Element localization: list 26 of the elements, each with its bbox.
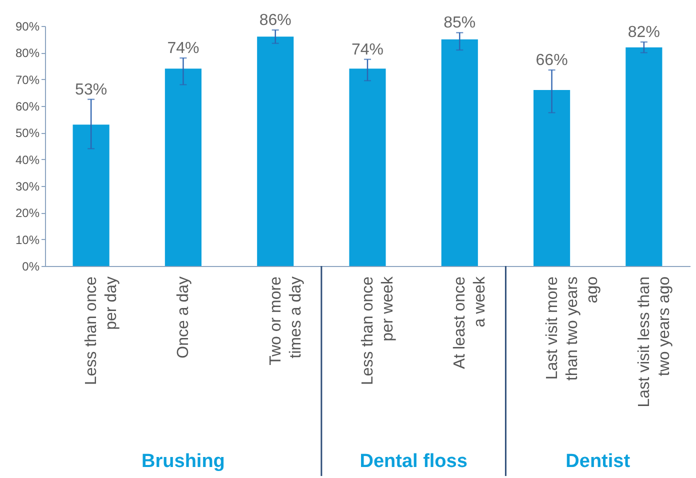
data-label: 85% [444,14,476,32]
data-label: 74% [351,41,384,58]
y-tick-label: 40% [15,152,40,167]
text: Brushing [142,451,225,472]
y-tick-label: 50% [15,126,40,140]
x-tick-label: Two or more times a day [267,276,304,366]
y-tick-label: 0% [22,260,40,274]
y-tick-label: 80% [15,46,40,60]
y-tick-label: 10% [15,232,40,247]
data-label: 53% [75,81,108,98]
y-tick-label: 90% [15,20,40,34]
data-label: 82% [628,24,660,41]
data-label: 74% [167,40,200,57]
x-tick-label: Last visit more than two years ago [544,276,601,381]
text: Dental floss [360,451,468,472]
x-tick-label: At least once a week [452,276,489,369]
data-label: 86% [259,12,292,29]
y-tick-label: 30% [15,180,40,194]
y-tick-label: 60% [15,100,40,114]
x-tick-label: Less than once per week [360,276,396,386]
x-tick-label: Once a day [175,276,192,358]
data-label: 66% [536,52,568,69]
text: Dentist [566,451,631,472]
x-tick-label: Less than once per day [83,276,120,386]
y-tick-label: 20% [15,206,40,220]
y-tick-label: 70% [15,72,40,87]
